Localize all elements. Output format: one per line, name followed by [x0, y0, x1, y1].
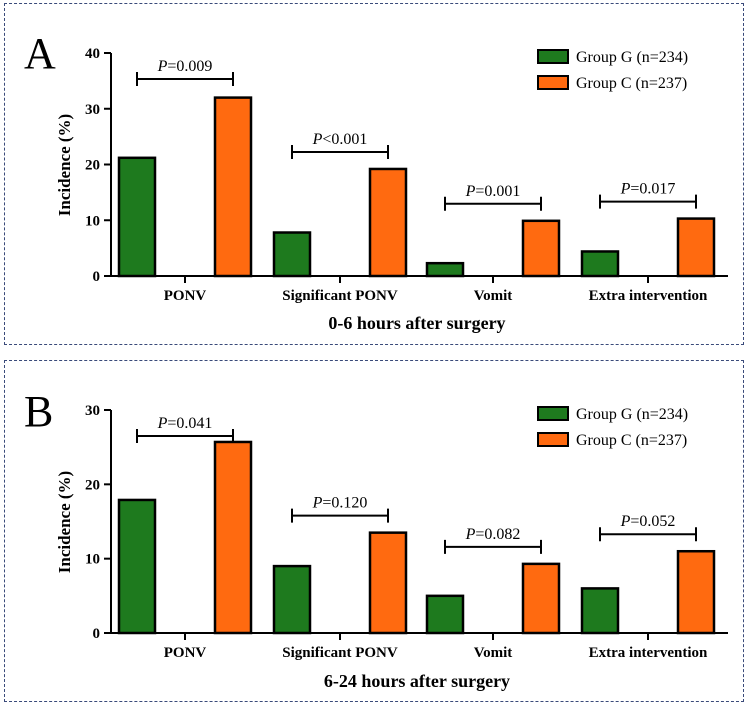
panel-a-bar-series0-3	[580, 250, 620, 278]
panel-b-x-tick-label-1: Significant PONV	[282, 645, 398, 661]
panel-a-pvalue-label-0: P=0.009	[157, 58, 213, 75]
panel-a-y-tick-label-20: 20	[85, 158, 100, 174]
panel-b-bar-series0-2	[425, 594, 465, 635]
panel-a-x-tick-label-0: PONV	[164, 288, 207, 304]
panel-b-y-tick-label-20: 20	[85, 477, 100, 493]
panel-b-pvalue-label-0: P=0.041	[157, 415, 213, 432]
panel-a-bar-series1-2	[521, 219, 561, 278]
panel-a-legend-label-1: Group C (n=237)	[576, 75, 687, 92]
panel-a-legend-swatch-0	[537, 49, 569, 64]
panel-b-pvalue-bracket-3	[599, 527, 697, 542]
panel-b-x-tick-label-0: PONV	[164, 645, 207, 661]
panel-b-legend-label-1: Group C (n=237)	[576, 432, 687, 449]
panel-b-pvalue-label-1: P=0.120	[312, 495, 368, 512]
panel-b-bar-series1-0	[213, 440, 253, 635]
panel-a-bar-series0-2	[425, 261, 465, 278]
panel-a-bar-series1-3	[676, 217, 716, 278]
panel-b-bar-series1-1	[368, 531, 408, 635]
panel-a-x-tick-label-2: Vomit	[474, 288, 513, 304]
panel-a-bar-series1-0	[213, 96, 253, 278]
panel-b-pvalue-label-3: P=0.052	[620, 513, 676, 530]
panel-a-y-tick-label-30: 30	[85, 102, 100, 118]
panel-b-frame	[4, 360, 744, 702]
panel-b-bar-series0-0	[117, 498, 157, 635]
panel-a-y-tick-label-10: 10	[85, 213, 100, 229]
panel-b-x-axis-title: 6-24 hours after surgery	[324, 671, 510, 691]
panel-a-pvalue-bracket-1	[291, 144, 389, 159]
panel-b-y-tick-label-30: 30	[85, 403, 100, 419]
panel-a-pvalue-label-1: P<0.001	[312, 131, 368, 148]
panel-b-pvalue-bracket-1	[291, 508, 389, 523]
panel-b-bar-series1-2	[521, 562, 561, 635]
panel-a-legend-swatch-1	[537, 75, 569, 90]
panel-b-x-tick-label-3: Extra intervention	[589, 645, 708, 661]
panel-a-x-tick-label-1: Significant PONV	[282, 288, 398, 304]
panel-b-y-tick-label-10: 10	[85, 552, 100, 568]
panel-b-bar-series0-3	[580, 587, 620, 635]
panel-b-legend-swatch-1	[537, 432, 569, 447]
panel-a-y-axis-title: Incidence (%)	[55, 114, 74, 216]
panel-a-letter: A	[24, 29, 56, 78]
panel-a-x-tick-label-3: Extra intervention	[589, 288, 708, 304]
panel-b-pvalue-label-2: P=0.082	[465, 526, 521, 543]
panel-a-bar-series0-1	[272, 231, 312, 278]
panel-a-y-tick-label-0: 0	[93, 269, 101, 285]
panel-a-pvalue-label-2: P=0.001	[465, 183, 521, 200]
panel-b-legend-label-0: Group G (n=234)	[576, 406, 688, 423]
panel-a-bar-series0-0	[117, 156, 157, 278]
panel-b-bar-series1-3	[676, 549, 716, 635]
panel-a-bar-series1-1	[368, 167, 408, 278]
panel-b-x-tick-label-2: Vomit	[474, 645, 513, 661]
panel-a-x-axis-title: 0-6 hours after surgery	[328, 313, 505, 333]
panel-b-y-axis-title: Incidence (%)	[55, 471, 74, 573]
panel-b-legend-swatch-0	[537, 406, 569, 421]
panel-a-pvalue-bracket-0	[136, 72, 234, 86]
panel-b-pvalue-bracket-0	[136, 429, 234, 443]
panel-a-legend-label-0: Group G (n=234)	[576, 49, 688, 66]
panel-b-letter: B	[24, 387, 53, 436]
panel-b-pvalue-bracket-2	[444, 539, 542, 554]
panel-a-pvalue-bracket-2	[444, 196, 542, 211]
panel-a-y-tick-label-40: 40	[85, 46, 100, 62]
panel-a-pvalue-label-3: P=0.017	[620, 181, 676, 198]
panel-b-y-tick-label-0: 0	[93, 626, 101, 642]
panel-a-pvalue-bracket-3	[599, 194, 697, 209]
panel-b-bar-series0-1	[272, 564, 312, 635]
panel-a-frame	[4, 3, 744, 345]
